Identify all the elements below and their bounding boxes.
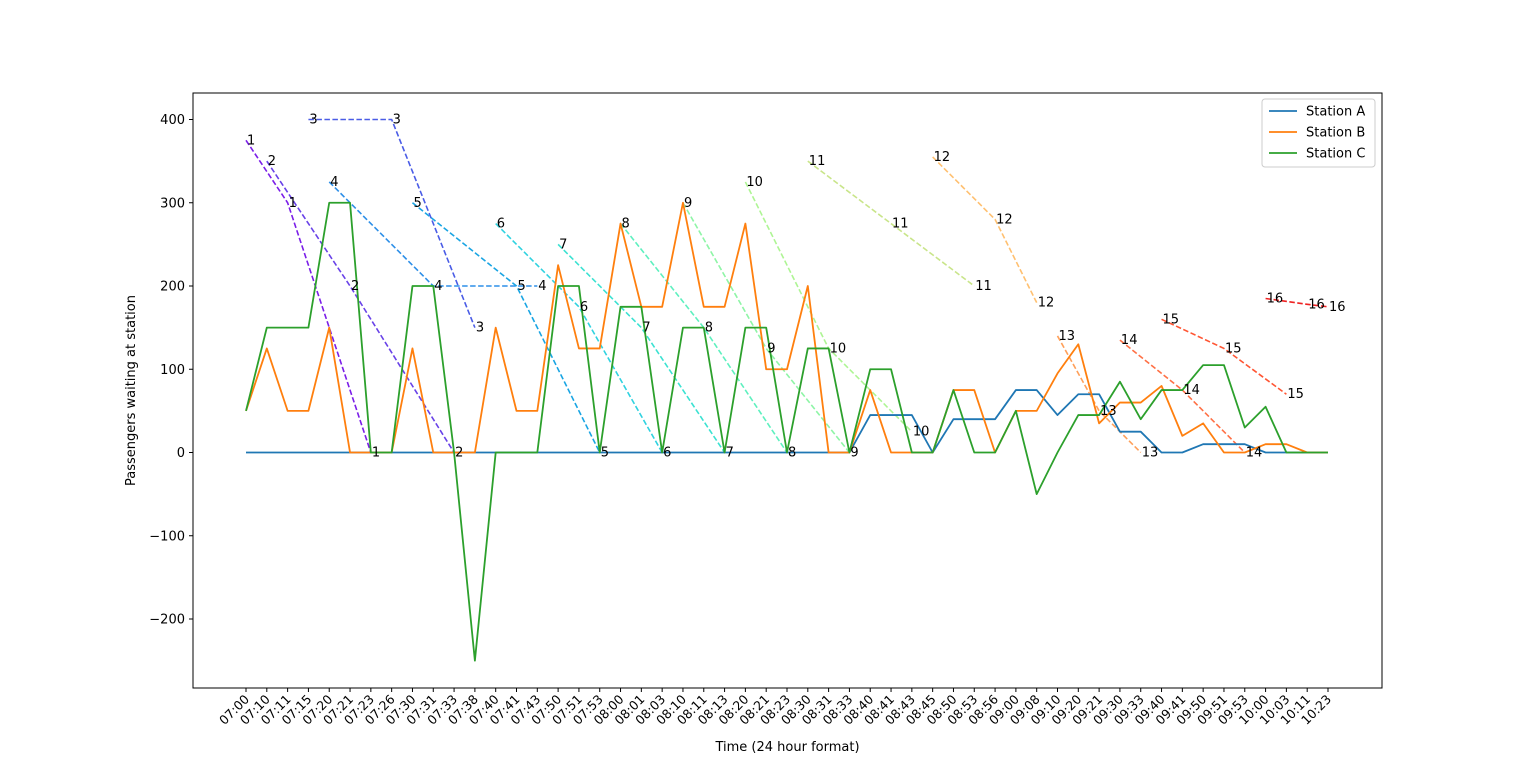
train-line-14 — [1119, 339, 1246, 454]
train-label-2-1: 2 — [351, 279, 359, 294]
legend-label: Station B — [1306, 126, 1365, 141]
train-label-16-2: 16 — [1329, 300, 1346, 315]
y-axis-label: Passengers waiting at station — [124, 295, 139, 486]
train-lines-layer — [245, 118, 1329, 454]
train-label-9-2: 9 — [850, 446, 858, 461]
legend-box — [1261, 98, 1376, 168]
y-tick-label: 400 — [160, 113, 185, 128]
train-label-8-1: 8 — [705, 321, 713, 336]
train-line-11 — [807, 160, 975, 287]
train-label-2-0: 2 — [268, 154, 276, 169]
train-label-11-1: 11 — [892, 217, 909, 232]
y-tick-label: −200 — [149, 613, 185, 628]
train-label-8-2: 8 — [788, 446, 796, 461]
train-label-7-2: 7 — [726, 446, 734, 461]
train-line-1 — [245, 139, 372, 453]
train-label-7-1: 7 — [642, 321, 650, 336]
train-label-11-2: 11 — [975, 279, 992, 294]
train-label-14-2: 14 — [1246, 446, 1263, 461]
train-label-1-0: 1 — [247, 133, 255, 148]
series-line-station-c — [245, 201, 1328, 662]
train-label-12-2: 12 — [1038, 296, 1055, 311]
train-line-6 — [495, 222, 663, 453]
train-label-3-0: 3 — [309, 113, 317, 128]
train-line-16 — [1265, 297, 1329, 308]
y-tick-label: 0 — [177, 446, 185, 461]
train-label-10-2: 10 — [913, 425, 930, 440]
train-label-12-1: 12 — [996, 212, 1013, 227]
train-label-14-1: 14 — [1183, 383, 1200, 398]
train-line-7 — [557, 243, 726, 453]
train-line-12 — [932, 156, 1038, 304]
train-line-15 — [1161, 318, 1287, 395]
series-line-station-a — [246, 389, 1328, 454]
train-label-9-1: 9 — [767, 341, 775, 356]
train-line-2 — [266, 160, 455, 453]
train-label-1-1: 1 — [289, 196, 297, 211]
train-line-4 — [328, 181, 538, 287]
y-tick-label: 300 — [160, 196, 185, 211]
train-label-7-0: 7 — [559, 237, 567, 252]
train-label-1-2: 1 — [372, 446, 380, 461]
train-label-13-1: 13 — [1100, 404, 1117, 419]
train-label-6-0: 6 — [497, 217, 505, 232]
train-label-6-1: 6 — [580, 300, 588, 315]
train-label-10-1: 10 — [830, 341, 847, 356]
y-tick-label: 100 — [160, 363, 185, 378]
train-label-12-0: 12 — [934, 150, 951, 165]
train-label-4-2: 4 — [538, 279, 546, 294]
train-label-13-0: 13 — [1059, 329, 1076, 344]
station-series-layer — [245, 201, 1328, 662]
train-line-9 — [682, 202, 851, 453]
legend-label: Station A — [1306, 105, 1365, 120]
train-line-10 — [744, 181, 913, 433]
train-label-16-0: 16 — [1267, 291, 1284, 306]
train-label-13-2: 13 — [1142, 446, 1159, 461]
train-label-6-2: 6 — [663, 446, 671, 461]
plot-frame — [192, 92, 1383, 689]
train-line-3 — [308, 118, 476, 328]
y-axis: −200 −100 0 100 200 300 400 — [149, 113, 193, 628]
train-line-13 — [1056, 335, 1142, 454]
train-label-15-0: 15 — [1163, 312, 1180, 327]
train-label-9-0: 9 — [684, 196, 692, 211]
legend-label: Station C — [1306, 147, 1365, 162]
train-label-4-0: 4 — [330, 175, 338, 190]
train-line-5 — [411, 202, 601, 453]
legend: Station A Station B Station C — [1261, 98, 1376, 168]
train-label-8-0: 8 — [622, 217, 630, 232]
train-label-3-2: 3 — [476, 321, 484, 336]
train-label-5-2: 5 — [601, 446, 609, 461]
train-label-15-2: 15 — [1287, 387, 1304, 402]
train-label-5-0: 5 — [413, 196, 421, 211]
x-axis-label: Time (24 hour format) — [714, 740, 859, 755]
train-label-3-1: 3 — [393, 113, 401, 128]
series-line-station-b — [245, 201, 1328, 454]
train-label-10-0: 10 — [746, 175, 763, 190]
x-axis: 07:0007:1007:1107:1507:2007:2107:2307:26… — [216, 688, 1334, 728]
train-label-11-0: 11 — [809, 154, 826, 169]
y-tick-label: 200 — [160, 280, 185, 295]
train-label-14-0: 14 — [1121, 333, 1138, 348]
train-label-2-2: 2 — [455, 446, 463, 461]
train-label-5-1: 5 — [518, 279, 526, 294]
train-label-16-1: 16 — [1308, 297, 1325, 312]
train-label-15-1: 15 — [1225, 341, 1242, 356]
y-tick-label: −100 — [149, 529, 185, 544]
train-label-4-1: 4 — [434, 279, 442, 294]
